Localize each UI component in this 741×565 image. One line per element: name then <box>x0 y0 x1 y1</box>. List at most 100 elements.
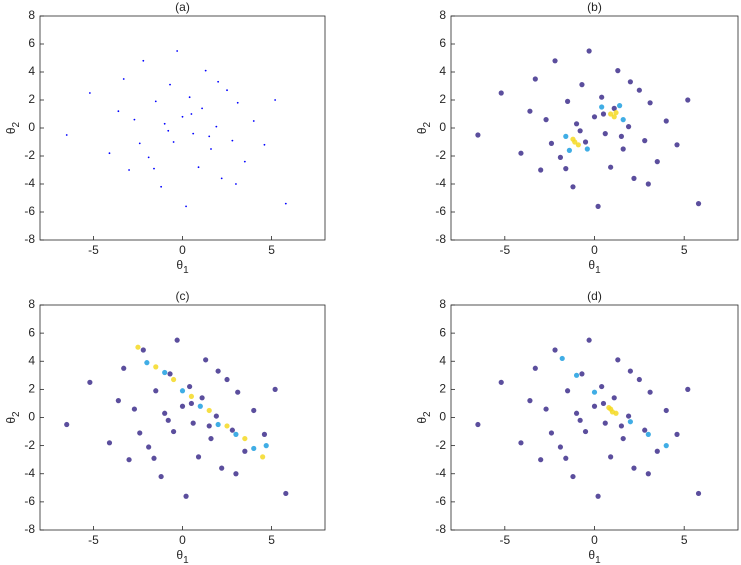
data-point <box>663 407 669 414</box>
y-axis-label: θ2 <box>4 411 21 424</box>
axes-frame <box>39 304 326 531</box>
data-point <box>199 395 205 401</box>
data-point <box>548 430 555 436</box>
data-point <box>663 443 669 449</box>
data-point <box>185 205 187 208</box>
y-tick-label: -8 <box>24 522 35 536</box>
data-point <box>498 90 504 96</box>
data-point <box>224 376 230 383</box>
data-point <box>573 372 580 378</box>
x-tick-label: -5 <box>499 243 510 257</box>
data-point <box>563 133 569 139</box>
data-point <box>557 444 564 450</box>
data-point <box>284 202 287 205</box>
y-tick-label: -4 <box>24 176 35 190</box>
data-point <box>122 78 125 80</box>
data-point <box>674 142 680 148</box>
data-point <box>140 347 146 353</box>
data-point <box>577 417 583 423</box>
data-point <box>174 337 180 343</box>
data-point <box>636 87 642 93</box>
data-point <box>600 400 607 407</box>
y-tick-label: 0 <box>439 410 446 424</box>
data-point <box>167 129 170 132</box>
data-point <box>242 435 248 442</box>
y-tick-label: -8 <box>435 232 446 246</box>
data-point <box>106 440 113 446</box>
data-point <box>215 125 218 128</box>
data-point <box>647 389 653 395</box>
data-point <box>608 164 614 170</box>
data-point <box>498 379 504 385</box>
data-point <box>233 431 239 437</box>
data-point <box>608 454 614 460</box>
data-point <box>167 371 173 377</box>
data-point <box>685 97 691 103</box>
data-point <box>190 420 196 426</box>
data-point <box>283 490 289 497</box>
x-tick-label: -5 <box>88 243 99 257</box>
data-point <box>620 146 626 152</box>
data-point <box>160 185 163 188</box>
data-point <box>138 142 141 145</box>
y-tick-label: 4 <box>28 353 35 367</box>
panel-title: (d) <box>587 289 602 303</box>
data-point <box>183 493 189 499</box>
data-point <box>235 389 241 395</box>
data-point <box>599 94 605 100</box>
x-axis-label: θ1 <box>176 548 189 565</box>
data-point <box>229 427 235 433</box>
y-axis-label: θ2 <box>4 121 21 134</box>
data-point <box>586 48 592 54</box>
data-point <box>213 413 219 419</box>
x-tick-label: 5 <box>268 533 275 547</box>
data-point <box>642 427 648 433</box>
x-axis-symbol: θ <box>176 548 183 562</box>
data-point <box>543 406 549 412</box>
data-point <box>532 365 538 371</box>
data-point <box>611 105 617 111</box>
data-point <box>695 201 702 207</box>
data-point <box>231 139 234 142</box>
y-axis-symbol: θ <box>4 127 18 134</box>
panel-title: (b) <box>587 0 602 14</box>
data-point <box>591 389 598 395</box>
data-point <box>538 167 544 173</box>
data-point <box>602 420 608 426</box>
data-point <box>165 417 171 423</box>
data-point <box>627 419 633 425</box>
data-point <box>208 135 211 138</box>
panel-title: (a) <box>175 0 190 14</box>
data-point <box>627 79 633 85</box>
data-point <box>663 118 669 124</box>
data-point <box>611 114 617 120</box>
data-point <box>584 146 590 152</box>
x-axis-symbol: θ <box>588 548 595 562</box>
data-point <box>272 386 278 392</box>
data-point <box>137 430 143 436</box>
data-point <box>620 117 626 123</box>
data-point <box>64 421 70 428</box>
data-point <box>645 431 651 437</box>
data-point <box>242 448 248 454</box>
data-point <box>615 357 621 363</box>
y-tick-label: -6 <box>435 204 446 218</box>
data-point <box>108 152 111 155</box>
data-point <box>625 413 632 419</box>
y-tick-label: 6 <box>439 36 446 50</box>
x-tick-label: 0 <box>591 243 598 257</box>
data-point <box>577 128 583 134</box>
data-point <box>144 360 150 366</box>
y-tick-label: -6 <box>24 494 35 508</box>
y-tick-label: -2 <box>435 148 446 162</box>
data-point <box>236 101 239 104</box>
data-point <box>263 443 269 449</box>
data-point <box>518 440 524 446</box>
y-tick-label: 4 <box>439 353 446 367</box>
data-point <box>573 121 580 127</box>
x-axis-subscript: 1 <box>183 555 189 565</box>
data-point <box>625 124 632 130</box>
x-axis-subscript: 1 <box>595 265 601 276</box>
data-point <box>591 403 598 409</box>
data-point <box>224 423 230 429</box>
